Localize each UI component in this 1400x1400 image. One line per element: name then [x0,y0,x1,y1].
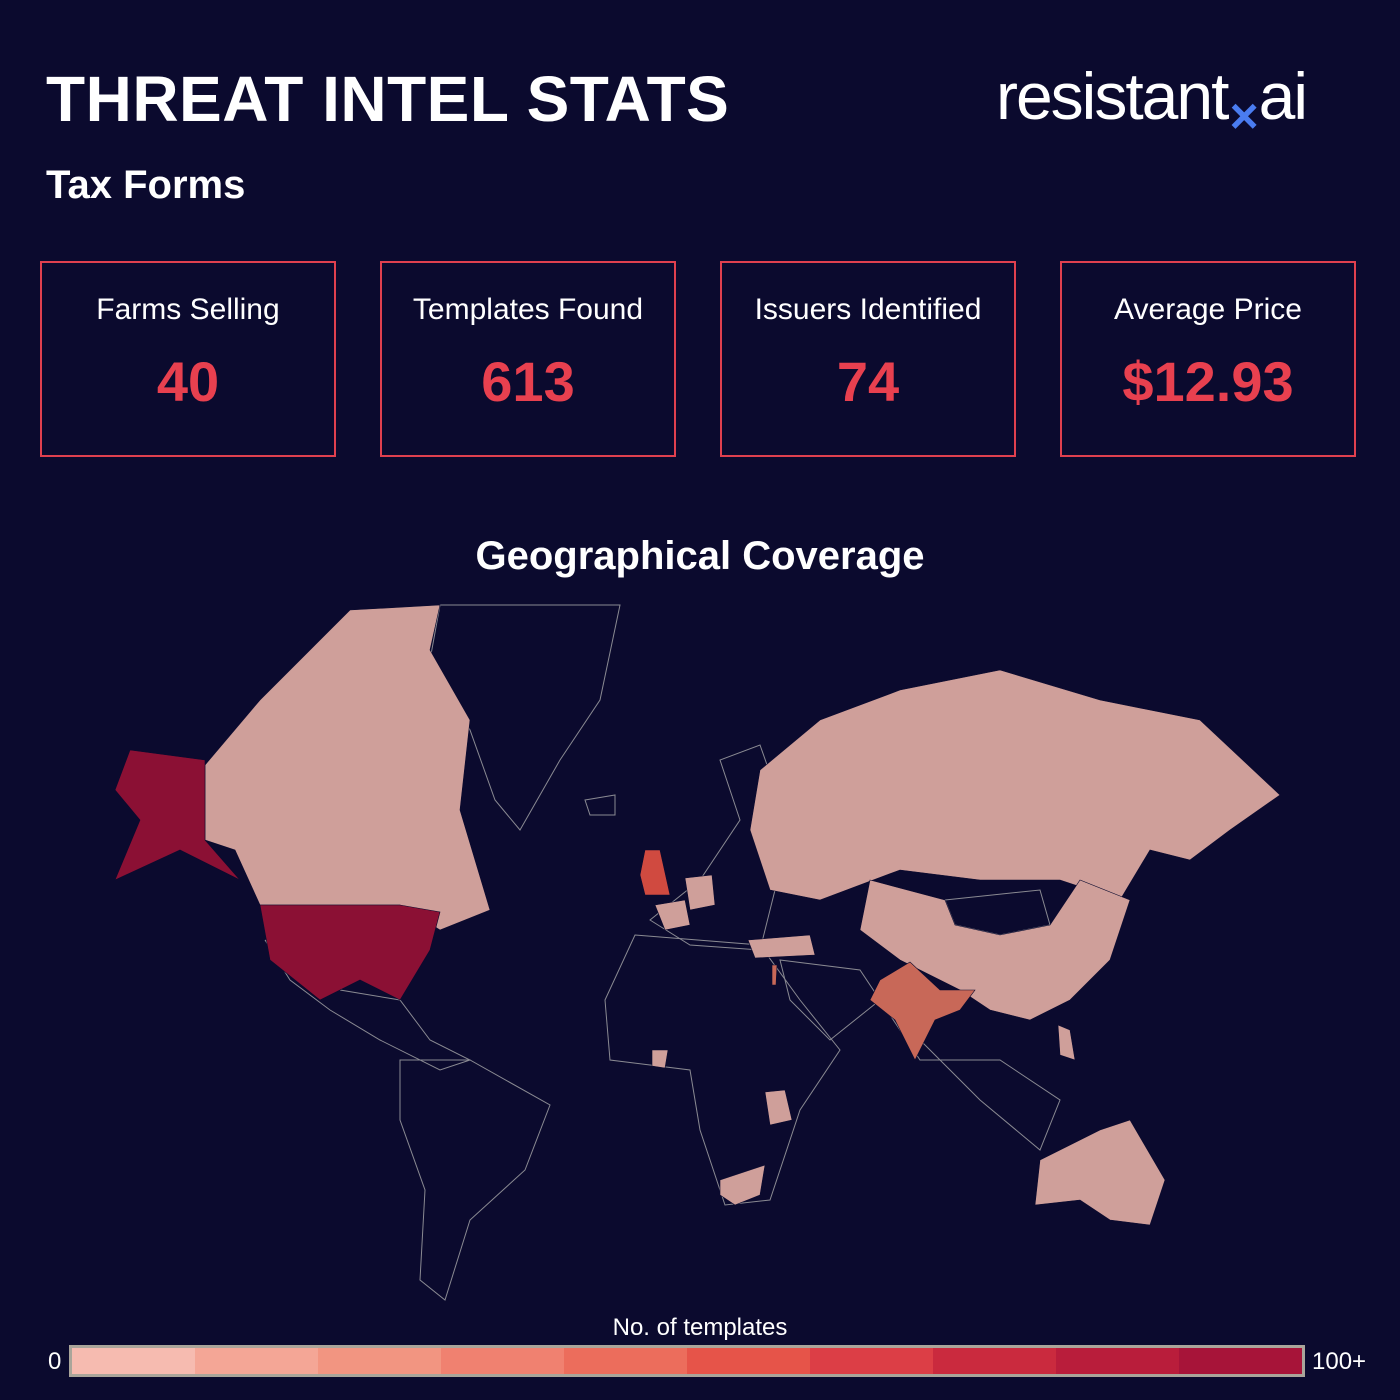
region-europe [649,744,791,951]
page-title: THREAT INTEL STATS [46,63,730,135]
region-africa [604,934,841,1206]
region-china [859,879,1131,1021]
world-map [114,604,1281,1301]
region-israel [771,964,778,986]
region-canada [204,604,491,931]
resistant-ai-logo: resistant × ai [996,58,1308,144]
legend-max-label: 100+ [1312,1348,1367,1375]
stat-card-issuers-identified: Issuers Identified 74 [720,261,1016,457]
region-south-africa [719,1164,766,1206]
legend-swatch-7 [810,1348,933,1374]
region-russia [749,669,1281,901]
stat-card-templates-found: Templates Found 613 [380,261,676,457]
legend-swatch-6 [687,1348,810,1374]
stat-label: Average Price [1114,293,1302,326]
region-united-kingdom [639,849,671,896]
legend-swatch-9 [1056,1348,1179,1374]
logo-text-ai: ai [1258,59,1308,133]
page-subtitle: Tax Forms [46,163,246,207]
region-philippines [1057,1024,1076,1061]
legend-swatch-8 [933,1348,1056,1374]
logo-text: resistant [996,59,1229,133]
region-france [654,899,691,931]
stat-label: Templates Found [412,293,644,326]
region-nigeria [651,1049,669,1069]
stat-value: 74 [836,350,900,413]
stat-label: Farms Selling [96,293,280,326]
region-mexico-central-america [264,939,472,1071]
legend-swatch-4 [441,1348,564,1374]
region-turkey [747,934,816,959]
stat-value: 613 [481,350,575,413]
region-australia [1034,1119,1166,1226]
map-title: Geographical Coverage [475,534,925,578]
region-south-america [399,1059,551,1301]
region-middle-east-asia [779,959,1061,1151]
legend-swatch-10 [1179,1348,1302,1374]
legend-swatch-1 [72,1348,195,1374]
stat-card-farms-selling: Farms Selling 40 [40,261,336,457]
legend-color-scale [69,1345,1305,1377]
region-iceland [584,794,616,816]
legend-title: No. of templates [612,1314,788,1341]
stat-value: $12.93 [1122,350,1294,413]
region-india [869,961,976,1061]
legend-swatch-3 [318,1348,441,1374]
legend-min-label: 0 [48,1348,62,1375]
region-alaska [114,749,241,881]
logo-x-icon: × [1229,88,1258,144]
legend-swatch-2 [195,1348,318,1374]
legend-swatch-5 [564,1348,687,1374]
stat-card-average-price: Average Price $12.93 [1060,261,1356,457]
stat-value: 40 [156,350,220,413]
region-kenya-tanzania [764,1089,793,1126]
region-united-states [259,904,441,1001]
stat-label: Issuers Identified [754,293,982,326]
region-germany [684,874,716,911]
